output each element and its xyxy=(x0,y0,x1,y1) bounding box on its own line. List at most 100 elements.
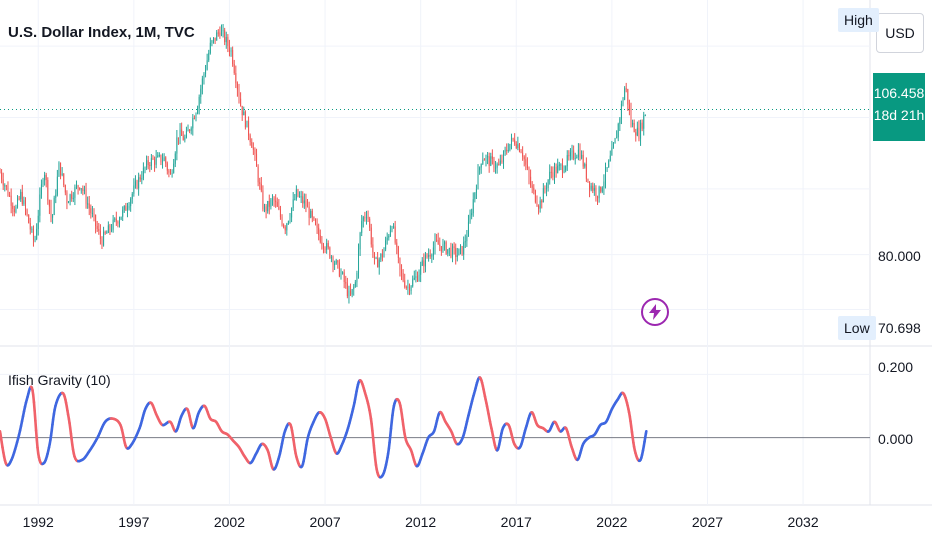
x-tick-1992: 1992 xyxy=(23,514,54,530)
candle-body-121 xyxy=(192,118,193,128)
candle-body-206 xyxy=(328,243,329,247)
candle-body-315 xyxy=(501,161,502,162)
candle-body-283 xyxy=(450,248,451,257)
candle-body-98 xyxy=(156,157,157,165)
candle-body-40 xyxy=(63,174,64,185)
candle-body-179 xyxy=(285,227,286,230)
currency-button[interactable]: USD xyxy=(876,13,924,53)
candle-body-297 xyxy=(473,199,474,213)
candle-body-131 xyxy=(208,53,209,60)
candle-body-35 xyxy=(55,195,56,198)
candle-body-235 xyxy=(374,252,375,258)
indicator-tick-top: 0.200 xyxy=(878,359,913,375)
x-tick-2007: 2007 xyxy=(309,514,340,530)
candle-body-73 xyxy=(116,219,117,222)
candle-body-160 xyxy=(254,150,255,154)
candle-body-164 xyxy=(261,184,262,191)
candle-body-111 xyxy=(176,137,177,153)
candle-body-105 xyxy=(167,163,168,170)
candle-body-152 xyxy=(242,106,243,115)
candle-body-159 xyxy=(253,148,254,150)
candle-body-255 xyxy=(406,287,407,288)
candle-body-11 xyxy=(17,199,18,207)
candle-body-212 xyxy=(337,261,338,263)
candle-body-3 xyxy=(4,185,5,186)
candle-body-274 xyxy=(436,240,437,241)
candle-body-231 xyxy=(368,217,369,219)
candle-body-115 xyxy=(183,136,184,140)
candle-body-384 xyxy=(611,148,612,156)
candle-body-400 xyxy=(637,128,638,136)
candle-body-234 xyxy=(372,244,373,252)
candle-body-373 xyxy=(594,188,595,191)
candle-body-1 xyxy=(1,172,2,179)
candle-body-217 xyxy=(345,282,346,284)
candle-body-103 xyxy=(164,157,165,161)
candle-body-402 xyxy=(640,123,641,139)
candle-body-403 xyxy=(642,123,643,129)
candle-body-34 xyxy=(54,198,55,215)
candle-body-127 xyxy=(202,79,203,89)
candle-body-65 xyxy=(103,232,104,246)
candle-body-27 xyxy=(43,180,44,184)
candle-body-50 xyxy=(79,188,80,189)
candle-body-272 xyxy=(433,248,434,256)
candle-body-299 xyxy=(476,189,477,193)
candle-body-340 xyxy=(541,201,542,203)
candle-body-138 xyxy=(219,32,220,35)
candle-body-13 xyxy=(20,192,21,199)
candle-body-335 xyxy=(533,188,534,191)
candle-body-72 xyxy=(114,219,115,220)
candle-body-220 xyxy=(350,291,351,295)
x-tick-2027: 2027 xyxy=(692,514,723,530)
candle-body-280 xyxy=(446,242,447,254)
candle-body-349 xyxy=(556,167,557,173)
candle-body-237 xyxy=(377,258,378,267)
x-tick-2022: 2022 xyxy=(596,514,627,530)
candle-body-33 xyxy=(52,215,53,218)
candle-body-383 xyxy=(610,156,611,161)
candle-body-364 xyxy=(580,150,581,159)
candle-body-47 xyxy=(74,187,75,198)
candle-body-185 xyxy=(294,199,295,200)
candle-body-329 xyxy=(524,157,525,159)
candle-body-300 xyxy=(478,170,479,189)
candle-body-87 xyxy=(138,177,139,188)
candle-body-209 xyxy=(333,257,334,265)
x-tick-2012: 2012 xyxy=(405,514,436,530)
candle-body-279 xyxy=(444,242,445,244)
candle-body-142 xyxy=(226,37,227,42)
candle-body-113 xyxy=(180,130,181,139)
x-tick-1997: 1997 xyxy=(118,514,149,530)
candle-body-330 xyxy=(525,159,526,164)
price-tick-80: 80.000 xyxy=(878,248,921,264)
candle-body-388 xyxy=(618,124,619,137)
candle-body-51 xyxy=(81,188,82,189)
candle-body-294 xyxy=(468,222,469,236)
candle-body-308 xyxy=(490,156,491,166)
candle-body-345 xyxy=(549,172,550,180)
candle-body-336 xyxy=(535,190,536,202)
candle-body-17 xyxy=(27,210,28,215)
candle-body-117 xyxy=(186,131,187,137)
candle-body-354 xyxy=(564,170,565,172)
candle-body-75 xyxy=(119,220,120,224)
candle-body-89 xyxy=(141,178,142,179)
candle-body-16 xyxy=(25,200,26,209)
candle-body-240 xyxy=(382,254,383,257)
candle-body-238 xyxy=(379,260,380,268)
candle-body-139 xyxy=(221,30,222,35)
candle-body-322 xyxy=(513,138,514,139)
candle-body-60 xyxy=(95,215,96,226)
candle-body-250 xyxy=(398,247,399,258)
candle-body-9 xyxy=(14,209,15,212)
lightning-bolt-icon[interactable] xyxy=(641,298,669,326)
candle-body-401 xyxy=(638,128,639,139)
candle-body-210 xyxy=(334,264,335,265)
candle-body-332 xyxy=(529,168,530,177)
candle-body-192 xyxy=(305,200,306,206)
candle-body-375 xyxy=(597,196,598,198)
candle-body-188 xyxy=(299,196,300,197)
candle-body-247 xyxy=(393,226,394,227)
